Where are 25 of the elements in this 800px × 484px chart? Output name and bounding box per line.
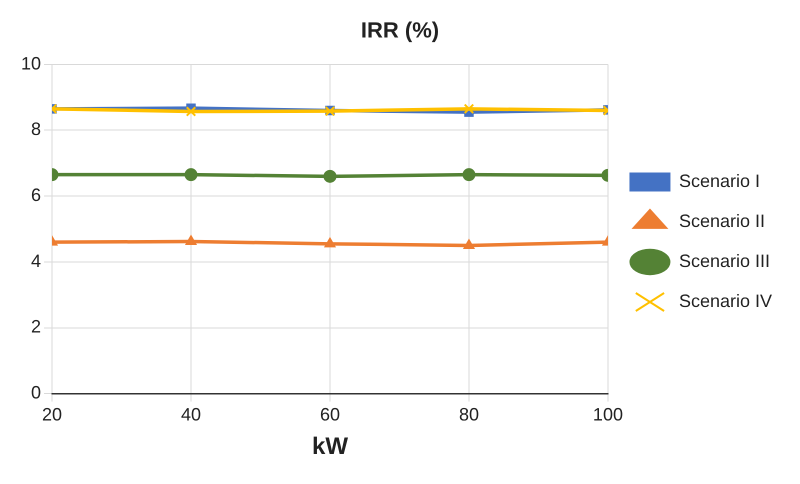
legend-label: Scenario II	[678, 210, 765, 231]
point	[462, 168, 476, 182]
legend-label: Scenario III	[678, 250, 770, 271]
legend-label: Scenario IV	[678, 290, 772, 311]
y-tick-label: 4	[31, 250, 42, 271]
point	[324, 237, 336, 248]
x-tick-label: 100	[592, 404, 623, 424]
legend-label: Scenario I	[678, 170, 760, 191]
y-tick-label: 0	[31, 382, 42, 403]
y-tick-label: 8	[31, 119, 42, 140]
point	[323, 170, 336, 183]
point	[464, 104, 474, 114]
point	[185, 235, 197, 246]
x-axis-title: kW	[312, 433, 348, 460]
y-tick-label: 10	[20, 53, 42, 74]
x-tick-label: 40	[180, 404, 202, 424]
chart-title: IRR (%)	[360, 17, 440, 42]
point	[463, 238, 475, 249]
point	[186, 106, 196, 117]
x-tick-label: 60	[320, 404, 340, 424]
point	[184, 168, 198, 182]
x-tick-label: 80	[458, 404, 479, 424]
x-tick-label: 20	[42, 404, 62, 424]
y-tick-label: 6	[31, 185, 42, 206]
y-tick-label: 2	[31, 316, 42, 337]
